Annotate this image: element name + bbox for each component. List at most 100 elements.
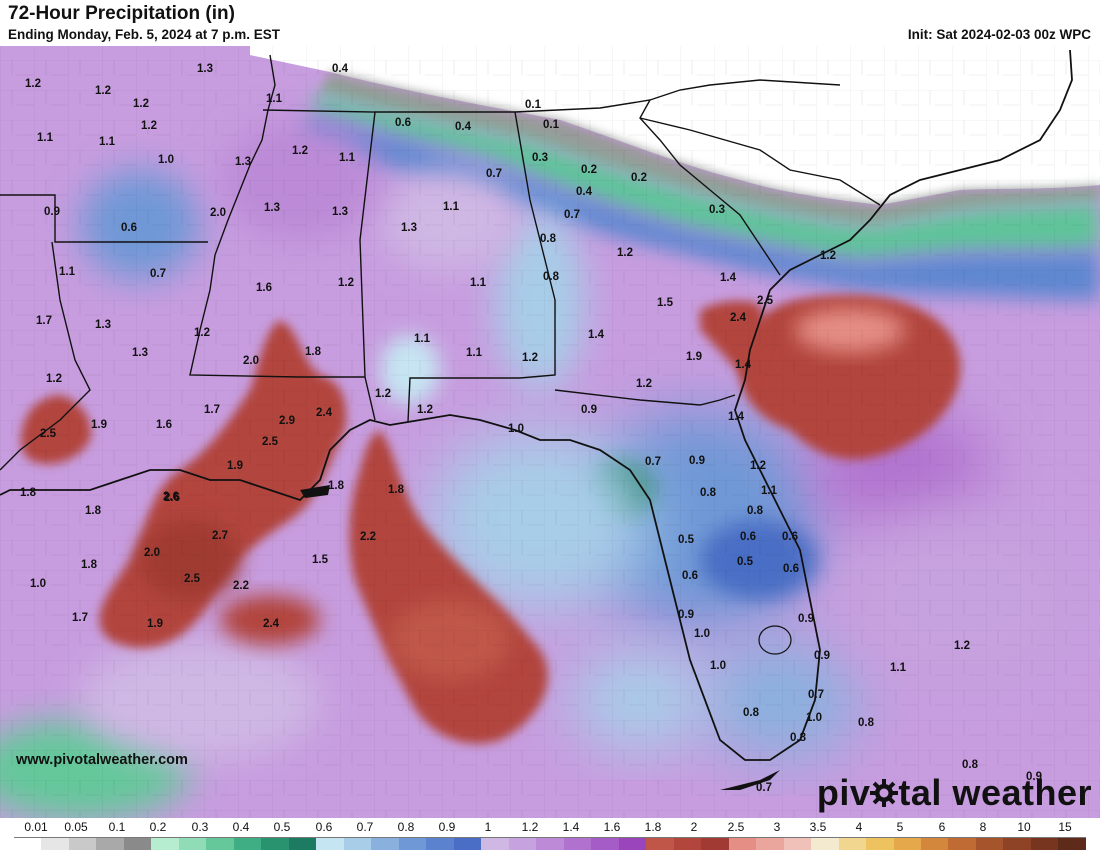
legend-swatch: [316, 838, 344, 850]
precip-value-label: 0.8: [700, 487, 717, 499]
legend-swatch: [261, 838, 289, 850]
legend-tick-label: 0.8: [397, 820, 415, 834]
precip-value-label: 1.2: [375, 388, 391, 400]
precip-value-label: 2.6: [164, 492, 180, 504]
precip-value-label: 0.9: [814, 650, 830, 662]
precip-value-label: 2.4: [263, 618, 280, 630]
legend-tick-label: 1: [484, 820, 492, 834]
coastline: [0, 49, 1073, 761]
precip-value-label: 1.8: [328, 480, 345, 492]
precip-value-label: 0.7: [150, 268, 166, 280]
legend-tick-label: 10: [1017, 820, 1031, 834]
brand-text-end: tal weather: [898, 772, 1092, 813]
state-borders: [0, 54, 881, 471]
legend-tick-label: 0.2: [149, 820, 167, 834]
precip-value-label: 2.0: [243, 355, 259, 367]
precip-value-label: 1.0: [508, 423, 524, 435]
legend-tick-label: 1.4: [562, 820, 580, 834]
precip-value-label: 1.3: [132, 347, 148, 359]
brand-text-start: piv: [816, 772, 871, 813]
county-lines: [0, 46, 1100, 818]
legend-swatch: [591, 838, 619, 850]
precip-value-label: 1.9: [686, 351, 702, 363]
legend-swatch: [233, 838, 262, 850]
legend-tick-label: 6: [938, 820, 946, 834]
precip-value-label: 0.9: [798, 613, 814, 625]
precip-value-label: 1.1: [890, 662, 907, 674]
precip-value-label: 0.8: [540, 233, 557, 245]
precip-value-label: 2.5: [184, 573, 201, 585]
legend-swatch: [975, 838, 1004, 850]
legend-tick-label: 8: [979, 820, 987, 834]
legend-tick-label: 0.1: [108, 820, 126, 834]
precip-value-label: 0.7: [756, 782, 772, 794]
precip-value-label: 0.4: [332, 63, 349, 75]
legend-swatch: [96, 838, 124, 850]
legend-swatch: [178, 838, 207, 850]
legend-tick-label: 3: [773, 820, 781, 834]
precip-value-label: 1.0: [158, 154, 174, 166]
precip-value-label: 0.1: [525, 99, 542, 111]
precip-value-label: 2.5: [757, 295, 774, 307]
legend-swatch: [948, 838, 976, 850]
precip-value-label: 0.9: [44, 206, 60, 218]
map-title: 72-Hour Precipitation (in): [8, 3, 235, 24]
legend-tick-label: 2: [690, 820, 698, 834]
precip-value-label: 1.2: [46, 373, 62, 385]
brand-logo: piv tal weather: [817, 770, 1092, 816]
precip-value-label: 1.6: [156, 419, 172, 431]
precip-value-label: 0.6: [682, 570, 698, 582]
precip-value-label: 1.3: [235, 156, 251, 168]
precip-value-label: 0.8: [543, 271, 560, 283]
precip-value-label: 1.7: [36, 315, 52, 327]
legend-swatch: [866, 838, 894, 850]
legend-swatch: [811, 838, 839, 850]
precipitation-map[interactable]: 1.2 1.3 1.2 1.1 0.4 1.1 1.2 1.1 1.0 1.3 1.2 1.1 0.6 0…: [0, 46, 1100, 818]
legend-tick-label: 15: [1058, 820, 1072, 834]
map-canvas[interactable]: 1.2 1.3 1.2 1.1 0.4 1.1 1.2 1.1 1.0 1.3 1.2 1.1 0.6 0…: [0, 46, 1100, 818]
precip-value-label: 1.5: [657, 297, 674, 309]
precip-values: 1.2 1.3 1.2 1.1 0.4 1.1 1.2 1.1 1.0 1.3 1.2 1.1 0.6 0…: [20, 63, 1042, 794]
website-url[interactable]: www.pivotalweather.com: [16, 752, 188, 768]
legend-swatch: [1058, 838, 1086, 850]
precip-value-label: 1.6: [256, 282, 272, 294]
legend-swatch: [453, 838, 482, 850]
legend-swatch: [41, 838, 69, 850]
precip-value-label: 0.5: [737, 556, 754, 568]
precip-value-label: 1.3: [95, 319, 111, 331]
precip-value-label: 1.3: [197, 63, 213, 75]
legend-tick-label: 0.9: [438, 820, 456, 834]
legend-tick-label: 5: [896, 820, 904, 834]
precip-value-label: 1.2: [25, 78, 41, 90]
precip-value-label: 0.8: [790, 732, 807, 744]
legend-swatch: [481, 838, 509, 850]
precip-value-label: 1.2: [617, 247, 633, 259]
model-init-time: Init: Sat 2024-02-03 00z WPC: [907, 27, 1091, 42]
legend-swatch: [206, 838, 234, 850]
legend-swatch: [343, 838, 372, 850]
precip-value-label: 0.7: [645, 456, 661, 468]
legend-swatch: [14, 838, 42, 850]
legend-swatch: [151, 838, 179, 850]
legend-swatch: [1030, 838, 1059, 850]
precip-value-label: 1.8: [85, 505, 102, 517]
legend-swatch: [920, 838, 949, 850]
precip-value-label: 1.0: [30, 578, 46, 590]
legend-swatch: [728, 838, 757, 850]
legend-tick-label: 0.3: [191, 820, 209, 834]
legend-tick-label: 0.6: [315, 820, 333, 834]
precip-value-label: 1.2: [338, 277, 354, 289]
precip-value-label: 1.0: [806, 712, 822, 724]
legend-tick-label: 3.5: [809, 820, 827, 834]
gear-o-icon: [870, 779, 899, 807]
legend-swatch: [68, 838, 97, 850]
precip-value-label: 1.2: [636, 378, 652, 390]
legend-tick-label: 1.8: [644, 820, 662, 834]
legend-swatch: [618, 838, 647, 850]
precip-value-label: 1.4: [735, 359, 752, 371]
legend-swatch: [563, 838, 592, 850]
precip-value-label: 0.9: [1026, 771, 1042, 783]
precip-value-label: 0.8: [747, 505, 764, 517]
precip-value-label: 0.7: [486, 168, 502, 180]
precip-value-label: 0.6: [783, 563, 799, 575]
